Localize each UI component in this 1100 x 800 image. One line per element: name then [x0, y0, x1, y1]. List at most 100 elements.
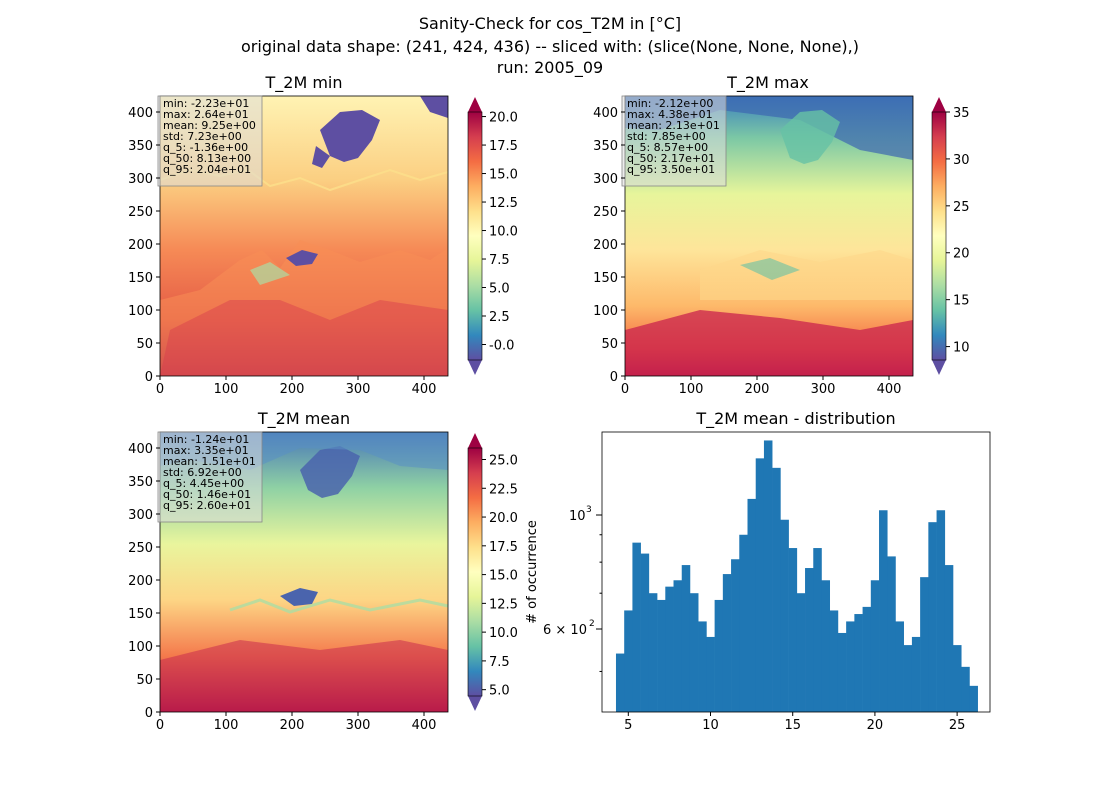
svg-text:100: 100	[128, 304, 153, 319]
y-tick-label-1000: 10	[569, 509, 586, 524]
svg-text:200: 200	[128, 574, 153, 589]
colorbar-tick-label-max: 10	[953, 341, 970, 356]
histogram-bar	[615, 653, 625, 712]
histogram-bar	[755, 458, 765, 712]
histogram-bars	[615, 440, 978, 712]
svg-text:250: 250	[128, 205, 153, 220]
histogram-bar	[763, 440, 773, 712]
svg-text:0: 0	[156, 382, 164, 397]
histogram-bar	[879, 510, 888, 712]
svg-text:300: 300	[811, 382, 836, 397]
map-x-axis-min: 0 100 200 300 400	[156, 376, 437, 397]
histogram-ylabel: # of occurrence	[525, 520, 540, 624]
svg-text:250: 250	[128, 541, 153, 556]
colorbar-tick-label-min: 15.0	[489, 168, 518, 183]
histogram-bar	[895, 621, 904, 712]
colorbar-tick-label-mean: 7.5	[489, 655, 510, 670]
figure-title-line-2: original data shape: (241, 424, 436) -- …	[241, 37, 859, 56]
stats-line-max-1: max: 4.38e+01	[627, 108, 713, 121]
map-panel-max: T_2M max min: -2.12e+00 max: 4.38e+01 me…	[593, 73, 914, 397]
svg-text:400: 400	[412, 382, 437, 397]
svg-text:100: 100	[214, 718, 239, 733]
colorbar-tick-label-min: 7.5	[489, 253, 510, 268]
stats-line-max-5: q_50: 2.17e+01	[627, 152, 715, 165]
svg-text:200: 200	[280, 718, 305, 733]
histogram-bar	[953, 645, 962, 712]
svg-text:200: 200	[593, 238, 618, 253]
figure-title-line-3: run: 2005_09	[496, 58, 604, 77]
svg-text:350: 350	[128, 139, 153, 154]
histogram-bar	[772, 467, 781, 712]
x-tick-label: 20	[867, 718, 884, 733]
svg-text:400: 400	[593, 106, 618, 121]
histogram-bar	[788, 548, 798, 712]
histogram-bar	[870, 580, 880, 712]
svg-text:100: 100	[128, 640, 153, 655]
svg-text:50: 50	[601, 337, 618, 352]
map-panel-min: T_2M min min: -2.23e+01 max: 2.64e+01 me…	[128, 73, 449, 397]
histogram-bar	[920, 577, 929, 712]
stats-line-min-5: q_50: 8.13e+00	[163, 152, 251, 165]
stats-line-mean-0: min: -1.24e+01	[163, 433, 249, 446]
svg-text:300: 300	[593, 172, 618, 187]
svg-text:300: 300	[128, 172, 153, 187]
svg-text:350: 350	[593, 139, 618, 154]
colorbar-tick-label-min: 10.0	[489, 225, 518, 240]
svg-text:0: 0	[610, 370, 618, 385]
colorbar-tick-label-min: -0.0	[489, 339, 514, 354]
histogram-bar	[657, 599, 666, 712]
svg-text:200: 200	[745, 382, 770, 397]
svg-text:150: 150	[128, 271, 153, 286]
histogram-bar	[681, 565, 691, 712]
histogram-bar	[854, 614, 863, 712]
histogram-title: T_2M mean - distribution	[695, 409, 895, 429]
stats-line-mean-3: std: 6.92e+00	[163, 466, 242, 479]
stats-line-max-0: min: -2.12e+00	[627, 97, 713, 110]
x-tick-label: 10	[702, 718, 719, 733]
map-title-mean: T_2M mean	[257, 409, 350, 429]
y-tick-label-600: 6 × 10	[543, 623, 587, 638]
svg-text:250: 250	[593, 205, 618, 220]
stats-line-min-6: q_95: 2.04e+01	[163, 163, 251, 176]
colorbar-ticks-max: 10 15 20 25 30 35	[946, 106, 970, 356]
map-y-axis-min: 0 50 100 150 200 250 300 350 400	[128, 106, 160, 385]
histogram-bar	[846, 621, 855, 712]
stats-line-min-2: mean: 9.25e+00	[163, 119, 256, 132]
stats-line-min-1: max: 2.64e+01	[163, 108, 249, 121]
map-panel-mean: T_2M mean min: -1.24e+01 max: 3.35e+01 m…	[128, 409, 449, 733]
histogram-bar	[805, 568, 814, 712]
stats-line-min-4: q_5: -1.36e+00	[163, 141, 248, 154]
x-tick-label: 15	[784, 718, 801, 733]
histogram-bar	[961, 666, 970, 712]
histogram-bar	[837, 632, 847, 712]
histogram-bar	[796, 593, 806, 712]
svg-text:400: 400	[128, 106, 153, 121]
colorbar-tick-label-min: 17.5	[489, 139, 518, 154]
svg-text:300: 300	[128, 508, 153, 523]
colorbar-tick-label-mean: 25.0	[489, 454, 518, 469]
colorbar-tick-label-mean: 20.0	[489, 511, 518, 526]
colorbar-ticks-mean: 5.0 7.5 10.0 12.5 15.0 17.5 20.0 22.5 25.0	[482, 454, 518, 699]
svg-text:300: 300	[346, 718, 371, 733]
map-y-axis-mean: 0 50 100 150 200 250 300 350 400	[128, 442, 160, 721]
svg-text:0: 0	[145, 370, 153, 385]
histogram-bar	[739, 534, 748, 712]
histogram-bar	[706, 636, 715, 712]
svg-text:350: 350	[128, 475, 153, 490]
histogram-bar	[928, 522, 937, 712]
svg-text:150: 150	[128, 607, 153, 622]
histogram-panel: T_2M mean - distribution # of occurrence…	[525, 409, 991, 733]
histogram-x-axis: 5 10 15 20 25	[624, 712, 965, 733]
histogram-bar	[731, 559, 740, 712]
histogram-bar	[944, 565, 954, 712]
histogram-bar	[903, 645, 913, 712]
colorbar-tick-label-mean: 12.5	[489, 597, 518, 612]
histogram-bar	[673, 580, 683, 712]
stats-line-mean-4: q_5: 4.45e+00	[163, 477, 244, 490]
stats-box-min: min: -2.23e+01 max: 2.64e+01 mean: 9.25e…	[157, 95, 263, 187]
colorbar-max: 10 15 20 25 30 35	[931, 97, 970, 375]
histogram-bar	[714, 599, 724, 712]
colorbar-tick-label-max: 30	[953, 153, 970, 168]
histogram-bar	[862, 606, 872, 712]
